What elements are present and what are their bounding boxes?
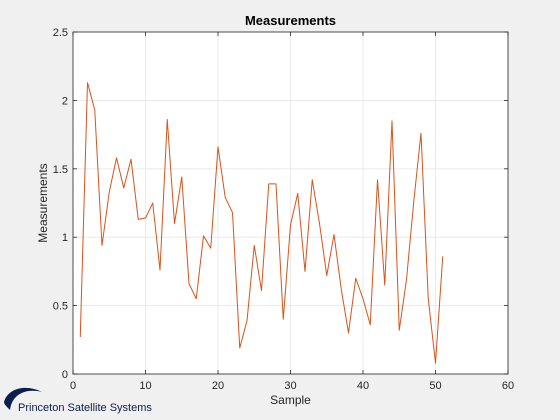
x-tick-label: 20 — [212, 380, 224, 392]
y-tick-label: 1 — [62, 232, 68, 244]
y-tick-label: 0 — [62, 369, 68, 381]
y-tick-labels: 0 0.5 1 1.5 2 2.5 — [53, 27, 68, 381]
y-axis-label: Measurements — [36, 163, 50, 242]
chart-title: Measurements — [245, 13, 336, 28]
ticks — [72, 31, 509, 375]
company-logo: Princeton Satellite Systems — [4, 387, 152, 414]
y-tick-label: 2 — [62, 95, 68, 107]
y-tick-label: 0.5 — [53, 301, 68, 313]
swoosh-icon — [4, 387, 42, 410]
x-tick-label: 30 — [284, 380, 296, 392]
x-tick-label: 40 — [357, 380, 369, 392]
logo-text: Princeton Satellite Systems — [18, 402, 152, 414]
x-tick-label: 10 — [139, 380, 151, 392]
x-axis-label: Sample — [270, 393, 311, 407]
x-tick-labels: 0 10 20 30 40 50 60 — [70, 380, 514, 392]
y-tick-label: 1.5 — [53, 164, 68, 176]
series-line-0 — [79, 82, 444, 364]
x-tick-label: 50 — [429, 380, 441, 392]
x-tick-label: 0 — [70, 380, 76, 392]
x-tick-label: 60 — [502, 380, 514, 392]
y-tick-label: 2.5 — [53, 27, 68, 39]
series-layer — [79, 82, 444, 364]
